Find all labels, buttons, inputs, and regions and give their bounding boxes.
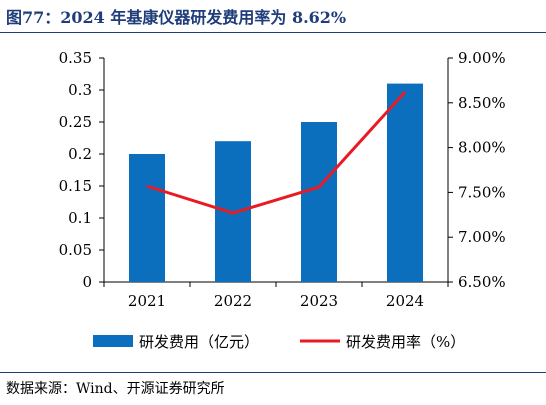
left-tick-label: 0.3 bbox=[68, 81, 92, 99]
bar-rd-expense bbox=[301, 122, 337, 282]
left-tick-label: 0.05 bbox=[59, 241, 92, 259]
x-tick-label: 2023 bbox=[300, 292, 338, 310]
data-source-note: 数据来源：Wind、开源证券研究所 bbox=[6, 381, 225, 397]
left-tick-label: 0.2 bbox=[68, 145, 92, 163]
chart-title: 图77：2024 年基康仪器研发费用率为 8.62% bbox=[6, 8, 347, 27]
legend-line-label: 研发费用率（%） bbox=[346, 333, 465, 351]
left-tick-label: 0.1 bbox=[68, 209, 92, 227]
combo-chart: 0 0.05 0.1 0.15 0.2 0.25 0.3 0.35 6.50% 7.00% 7.50… bbox=[59, 49, 506, 351]
right-tick-label: 7.00% bbox=[458, 228, 506, 246]
legend-bar-label: 研发费用（亿元） bbox=[139, 333, 259, 351]
left-tick-label: 0.35 bbox=[59, 49, 92, 67]
left-tick-label: 0.25 bbox=[59, 113, 92, 131]
bar-rd-expense bbox=[129, 154, 165, 282]
source-divider bbox=[0, 372, 546, 373]
left-tick-label: 0 bbox=[82, 273, 92, 291]
x-tick-label: 2022 bbox=[214, 292, 252, 310]
right-tick-label: 8.50% bbox=[458, 94, 506, 112]
x-tick-label: 2024 bbox=[386, 292, 424, 310]
right-tick-label: 6.50% bbox=[458, 273, 506, 291]
x-tick-label: 2021 bbox=[128, 292, 166, 310]
left-tick-label: 0.15 bbox=[59, 177, 92, 195]
legend-bar-swatch bbox=[93, 335, 133, 347]
right-tick-label: 7.50% bbox=[458, 183, 506, 201]
bar-rd-expense bbox=[387, 83, 423, 282]
right-tick-label: 8.00% bbox=[458, 139, 506, 157]
right-tick-label: 9.00% bbox=[458, 49, 506, 67]
line-rd-expense-ratio bbox=[146, 91, 407, 215]
title-divider bbox=[0, 32, 546, 33]
